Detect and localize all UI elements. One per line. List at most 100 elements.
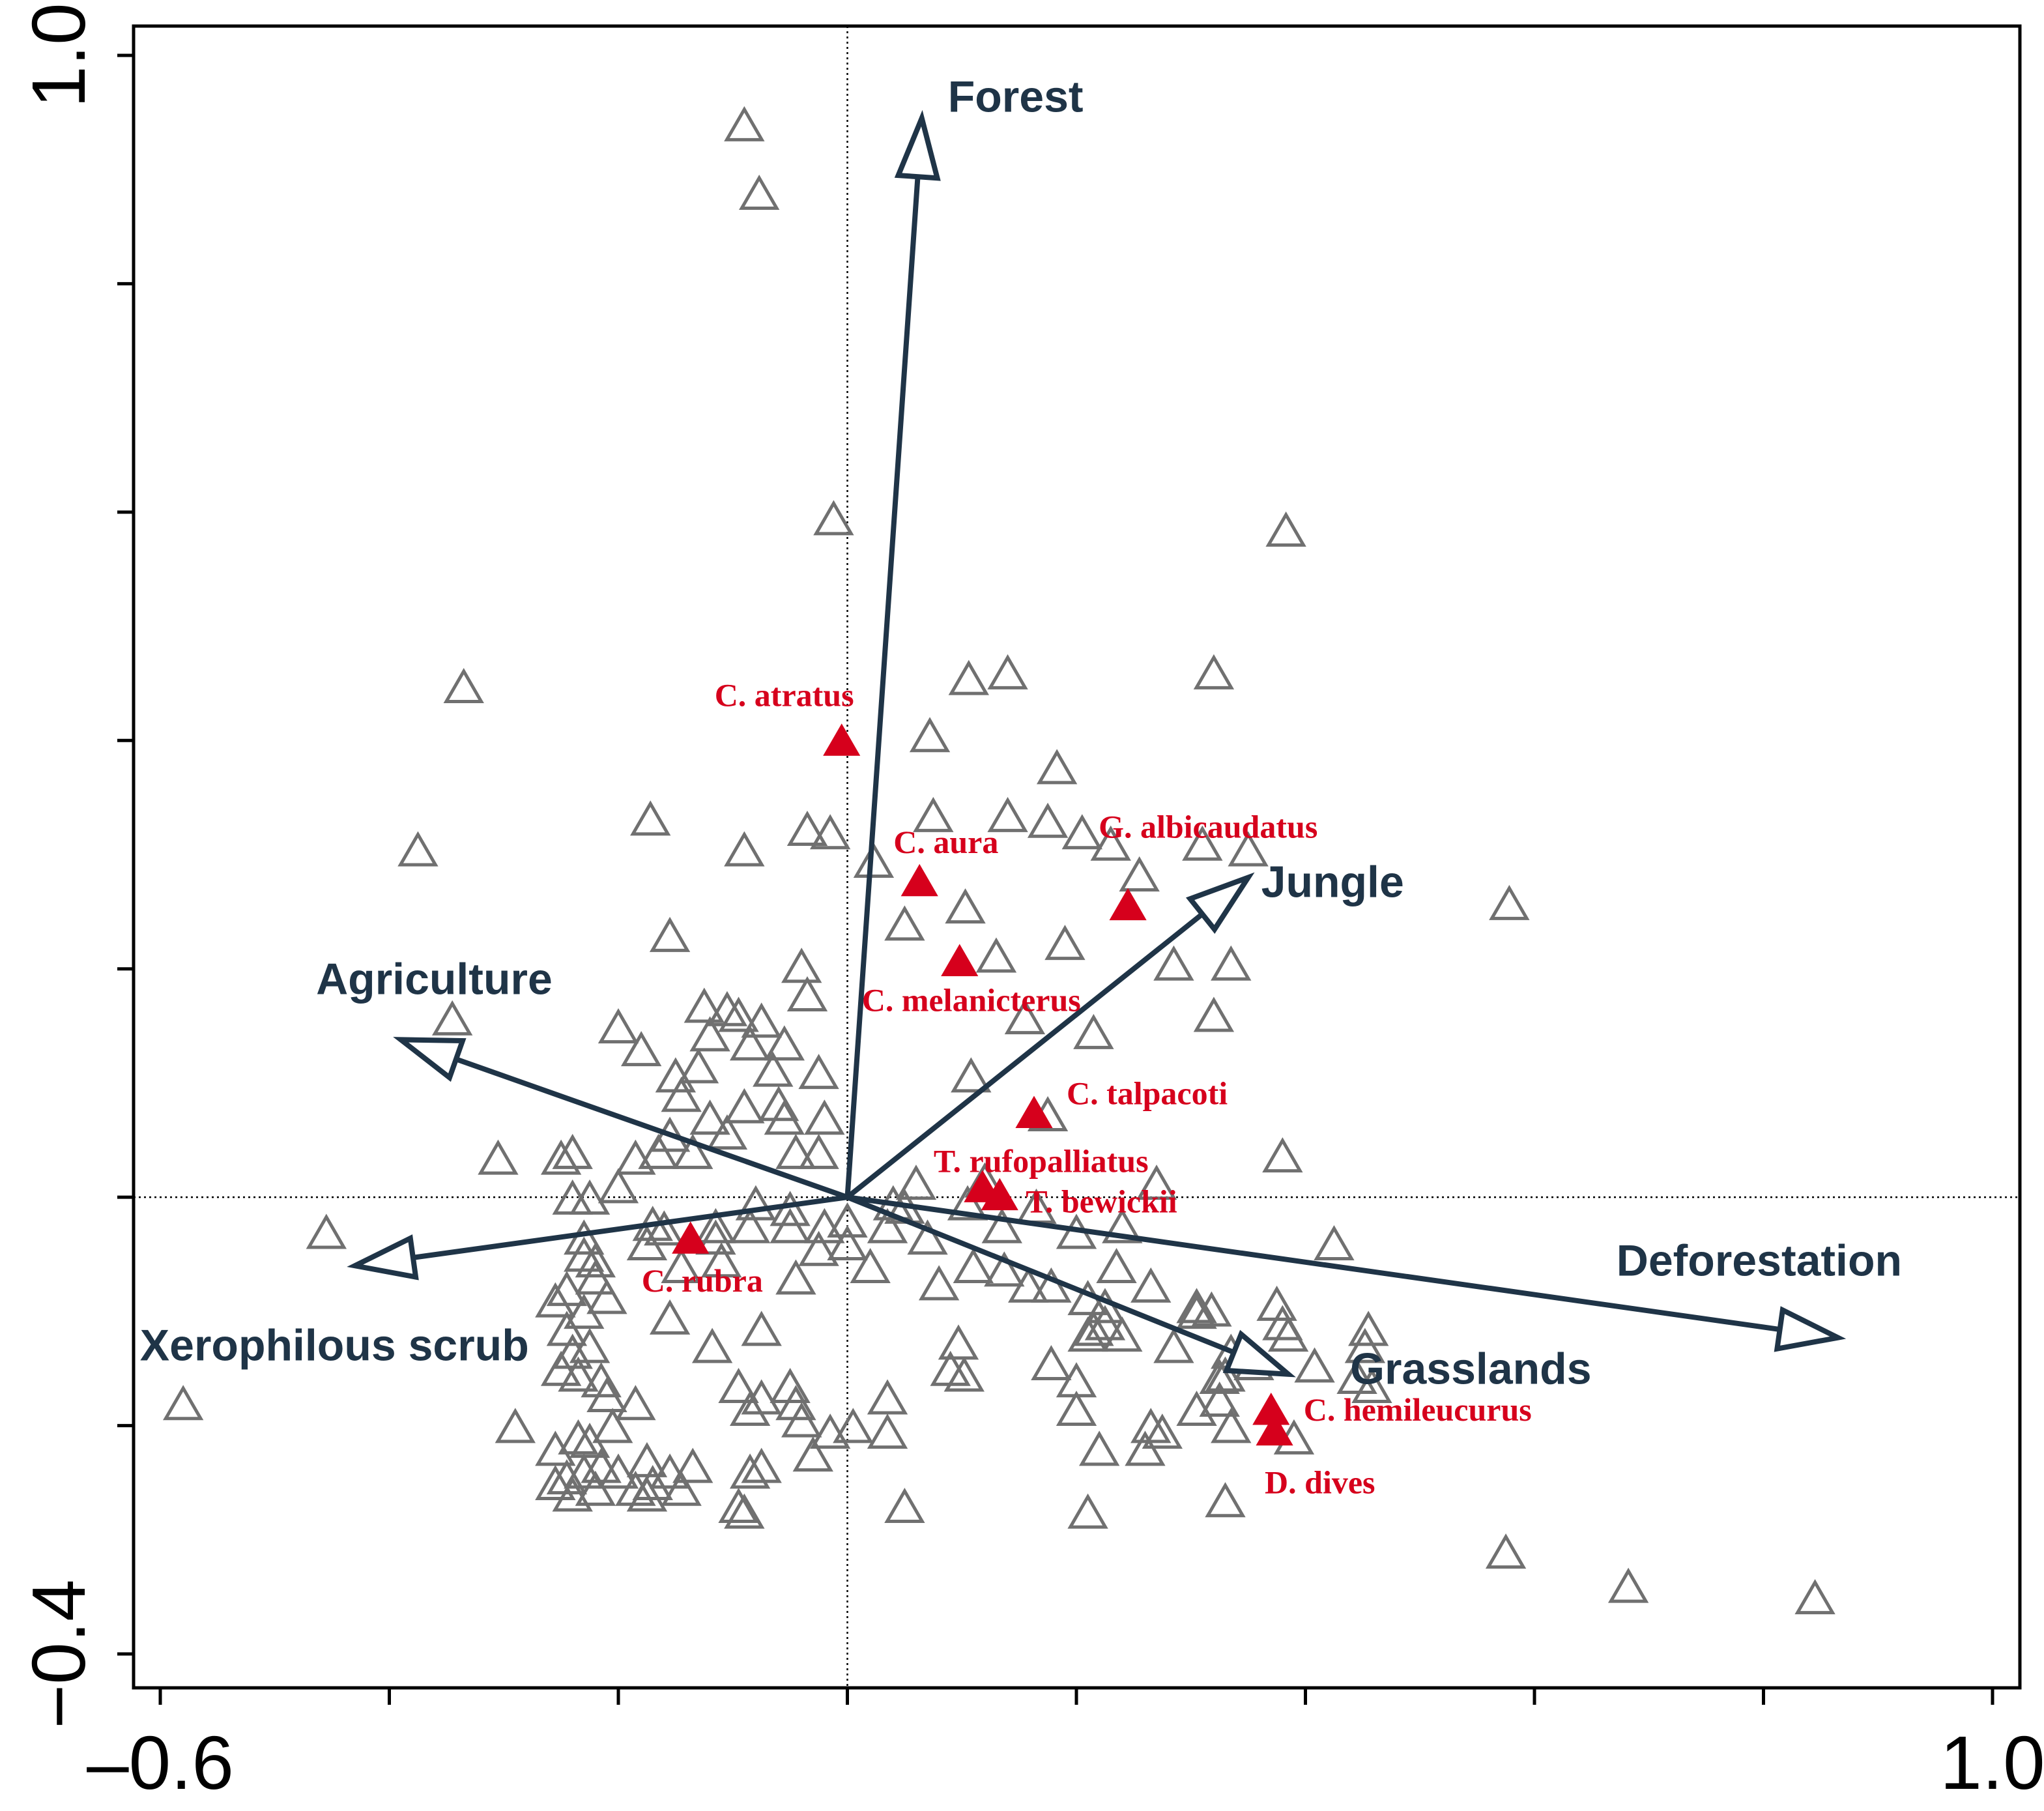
site-point [615,1139,656,1175]
site-point [853,843,895,878]
site-point [678,1048,719,1084]
site-point [540,1139,582,1175]
site-point [615,1385,656,1421]
site-point [1199,1382,1240,1417]
site-point [1142,1413,1183,1449]
site-point [597,1008,639,1044]
c-atratus-point [823,723,861,756]
site-point [764,1025,805,1061]
site-point [1193,654,1235,689]
highlighted-species: C. atratus C. aura G. albicaudatus C. melan… [642,676,1532,1500]
site-point [729,1208,771,1243]
site-point [706,1114,748,1150]
site-point [1191,1291,1232,1327]
site-point [1031,1267,1072,1303]
site-point [1027,802,1069,838]
site-point [1336,1358,1377,1394]
site-point [738,175,780,210]
site-point [884,1487,925,1523]
site-point [758,1086,799,1122]
d-dives-label: D. dives [1265,1464,1375,1501]
site-point [850,1248,891,1284]
site-point [661,1077,702,1112]
site-point [947,1185,988,1221]
c-melanicterus-point [941,944,979,976]
site-point [770,1208,811,1243]
site-point [786,976,828,1012]
site-point [706,991,748,1026]
site-point [884,905,925,941]
y-tick-label-max: 1.0 [16,3,101,108]
site-point [700,1242,742,1278]
site-point [809,1413,851,1449]
site-point [691,1327,733,1363]
site-point [775,1259,816,1295]
site-point [781,1402,822,1438]
site-point [564,1236,605,1272]
site-point [1205,1356,1246,1392]
site-point [1205,1482,1246,1518]
site-point [564,1294,605,1329]
site-point [907,1219,948,1255]
jungle-vector-line [844,911,1205,1200]
site-point [689,1099,730,1135]
site-point [535,1464,576,1500]
site-points [162,106,1835,1615]
site-point [951,1057,992,1093]
site-point [552,1133,593,1169]
c-rubra-point [672,1221,710,1254]
site-point [1119,856,1160,892]
deforestation-label: Deforestation [1617,1236,1902,1286]
site-point [672,1447,713,1483]
site-point [661,1248,702,1284]
site-point [1136,1165,1177,1200]
site-point [626,1476,668,1512]
site-point [1262,1137,1303,1173]
site-point [306,1213,347,1249]
site-point [672,1133,713,1169]
site-point [1036,749,1078,785]
site-point [867,1208,908,1243]
site-point [1176,1294,1217,1329]
plot-area [132,24,2022,1690]
site-point [975,937,1017,973]
site-point [724,1493,765,1529]
site-point [443,667,484,703]
axes: –0.6 1.0 1.0 −0.4 [16,3,2044,1805]
forest-label: Forest [948,72,1084,121]
site-point [1004,999,1046,1035]
site-point [718,1487,759,1523]
site-point [798,1230,839,1266]
site-point [626,1224,668,1260]
site-point [1199,1358,1240,1394]
site-point [695,1208,736,1243]
site-point [649,1299,691,1335]
site-point [1090,825,1131,861]
t-bewickii-point [981,1178,1018,1211]
g-albicaudatus-label: G. albicaudatus [1099,809,1317,845]
site-point [644,1210,685,1246]
site-point [661,1470,702,1506]
site-point [684,987,725,1023]
c-aura-label: C. aura [893,824,998,860]
site-point [478,1139,519,1175]
site-point [1096,1248,1137,1284]
site-point [431,1000,473,1036]
site-point [1084,1305,1126,1340]
d-dives-point [1256,1413,1293,1446]
site-point [1314,1224,1355,1260]
site-point [741,1447,782,1483]
deforestation-vector-line [844,1195,1783,1333]
site-point [729,1025,771,1061]
forest-arrowhead [894,109,941,181]
site-point [729,1391,771,1427]
grasslands-label: Grasslands [1350,1344,1591,1394]
site-point [575,1242,616,1278]
site-point [1265,511,1306,547]
jungle-arrowhead [1185,872,1255,934]
site-point [1056,1391,1097,1427]
site-point [770,1191,811,1226]
reference-lines [134,26,2020,1688]
site-point [833,1408,874,1443]
site-point [987,796,1028,832]
